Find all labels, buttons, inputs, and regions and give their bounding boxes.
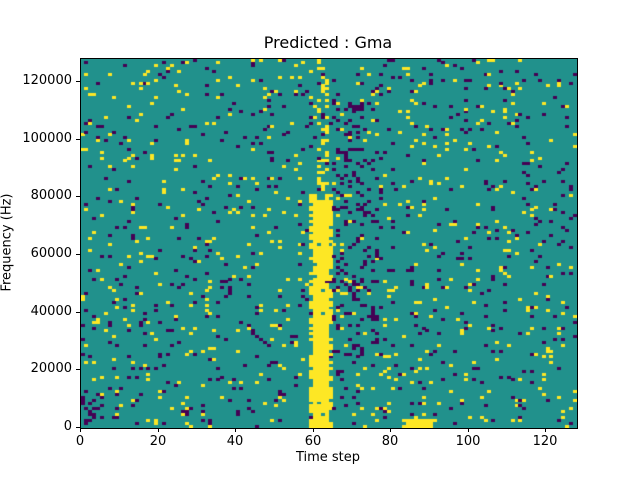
y-tick-mark: [76, 427, 80, 428]
y-tick-mark: [76, 369, 80, 370]
x-tick-mark: [313, 428, 314, 432]
y-tick-label: 40000: [30, 304, 72, 319]
x-axis-label: Time step: [295, 450, 361, 465]
x-tick-label: 80: [381, 434, 399, 449]
x-tick-mark: [545, 428, 546, 432]
x-tick-mark: [390, 428, 391, 432]
y-tick-label: 100000: [22, 131, 72, 146]
plot-area: [80, 58, 578, 429]
y-tick-label: 60000: [30, 246, 72, 261]
x-tick-mark: [468, 428, 469, 432]
x-tick-label: 120: [532, 434, 558, 449]
x-tick-mark: [80, 428, 81, 432]
x-tick-label: 100: [455, 434, 481, 449]
y-tick-label: 120000: [22, 73, 72, 88]
y-tick-label: 80000: [30, 188, 72, 203]
x-tick-label: 20: [149, 434, 167, 449]
y-tick-label: 20000: [30, 361, 72, 376]
x-tick-mark: [235, 428, 236, 432]
x-tick-label: 40: [226, 434, 244, 449]
chart-title: Predicted : Gma: [263, 33, 393, 52]
heatmap-canvas: [81, 59, 577, 428]
x-tick-mark: [158, 428, 159, 432]
y-tick-mark: [76, 312, 80, 313]
y-tick-mark: [76, 81, 80, 82]
x-tick-label: 60: [304, 434, 322, 449]
y-tick-mark: [76, 196, 80, 197]
x-tick-label: 0: [75, 434, 85, 449]
y-tick-mark: [76, 254, 80, 255]
y-tick-label: 0: [63, 419, 72, 434]
y-tick-mark: [76, 139, 80, 140]
